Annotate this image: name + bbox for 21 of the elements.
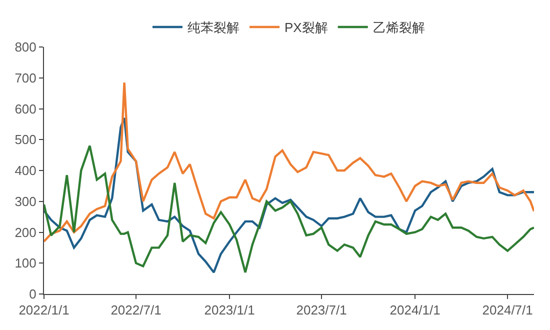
- x-tick-label: 2022/7/1: [110, 302, 162, 318]
- y-tick-label: 700: [14, 70, 36, 86]
- y-tick-label: 400: [14, 163, 36, 178]
- y-tick-label: 100: [14, 256, 36, 271]
- y-tick-label: 200: [14, 224, 36, 240]
- legend-label: 纯苯裂解: [188, 20, 240, 36]
- x-tick-label: 2022/1/1: [18, 302, 70, 318]
- x-tick-label: 2023/7/1: [296, 302, 347, 318]
- y-tick-label: 0: [29, 286, 36, 302]
- y-tick-label: 300: [14, 194, 36, 209]
- y-tick-label: 500: [14, 132, 36, 148]
- line-series: [44, 81, 534, 243]
- x-tick-label: 2024/1/1: [390, 302, 440, 318]
- line-series: [44, 116, 534, 274]
- line-series: [44, 144, 534, 274]
- x-tick-label: 2024/7/1: [482, 302, 533, 318]
- legend-label: PX裂解: [284, 20, 328, 36]
- legend-label: 乙烯裂解: [372, 20, 425, 36]
- x-tick-label: 2023/1/1: [204, 302, 255, 318]
- y-tick-label: 600: [14, 101, 36, 116]
- y-tick-label: 800: [14, 40, 36, 55]
